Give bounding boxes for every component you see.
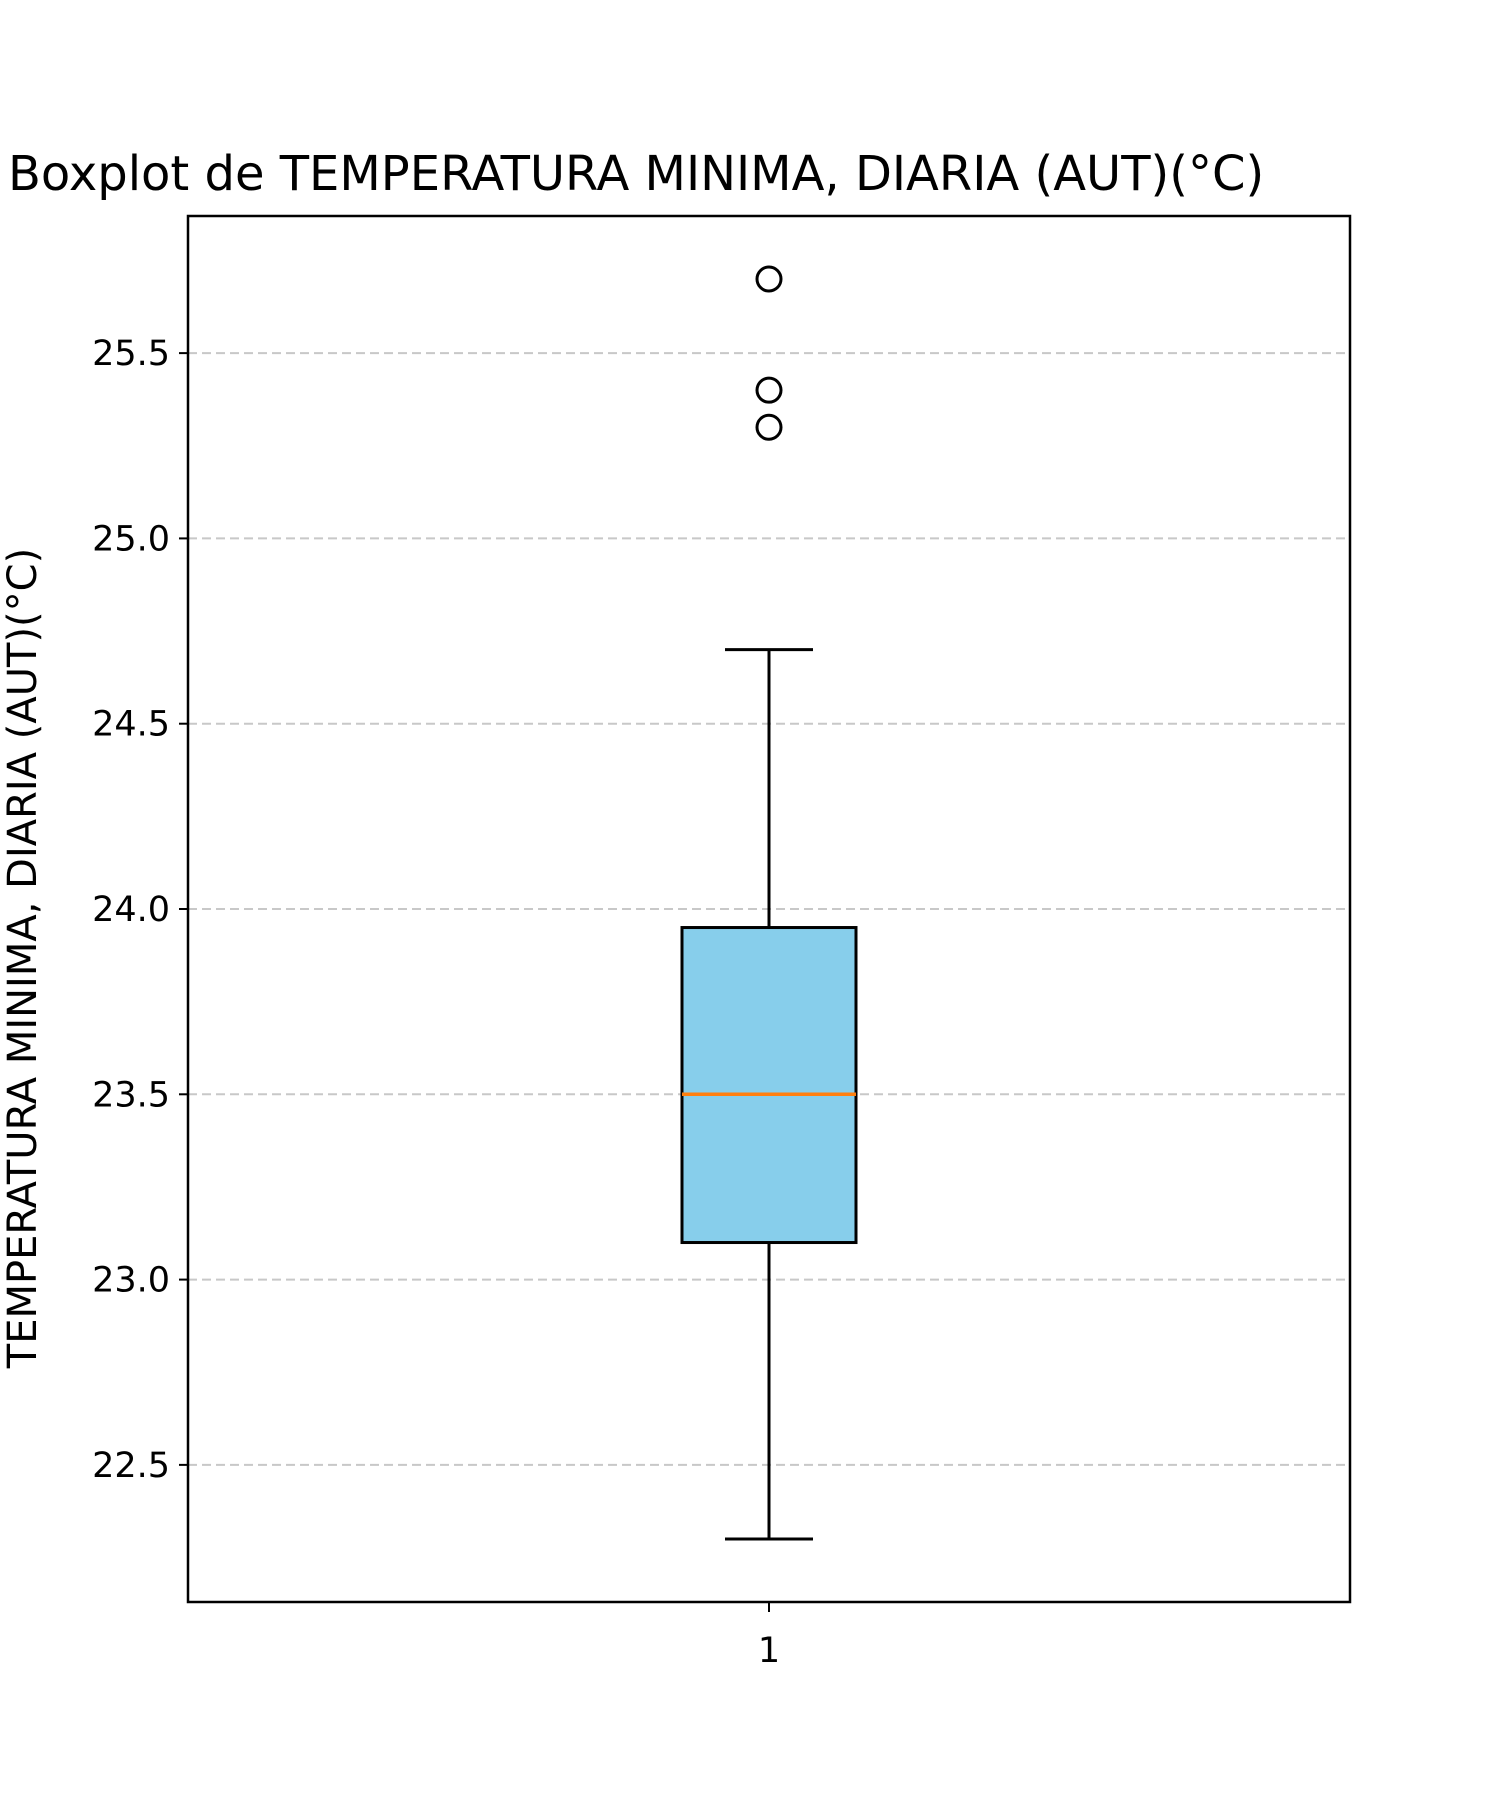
outlier-point (755, 265, 783, 293)
y-axis-label: TEMPERATURA MINIMA, DIARIA (AUT)(°C) (0, 548, 46, 1369)
y-tick-label: 23.0 (92, 1261, 170, 1301)
y-tick-label: 25.0 (92, 519, 170, 559)
y-tick-label: 25.5 (92, 334, 170, 374)
y-tick-label: 24.5 (92, 705, 170, 745)
y-tick-label: 24.0 (92, 890, 170, 930)
y-tick-label: 22.5 (92, 1446, 170, 1486)
x-tick-label: 1 (758, 1631, 780, 1671)
x-axis: 1 (758, 1602, 780, 1671)
box-series (680, 265, 858, 1541)
box-iqr (680, 926, 858, 1245)
outlier-point (755, 376, 783, 404)
chart-title: Boxplot de TEMPERATURA MINIMA, DIARIA (A… (8, 146, 1264, 202)
y-tick-label: 23.5 (92, 1075, 170, 1115)
outlier-point (755, 413, 783, 441)
y-axis: 22.5 23.0 23.5 24.0 24.5 25.0 25.5 (92, 334, 188, 1486)
